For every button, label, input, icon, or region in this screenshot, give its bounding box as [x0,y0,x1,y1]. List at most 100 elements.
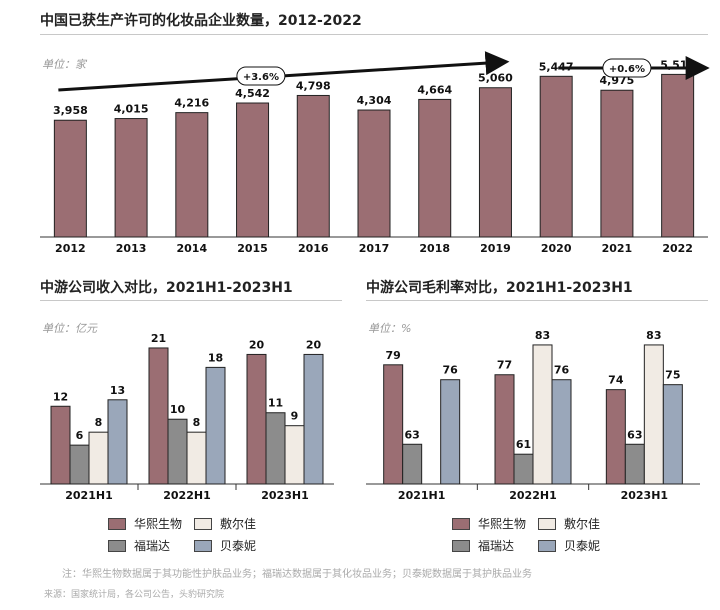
data-label: 76 [443,364,459,377]
bar [303,353,324,485]
legend-item-fulida: 福瑞达 [108,537,170,554]
growth-badge [602,58,652,78]
revenue-title-rule [40,300,342,301]
data-label: 4,015 [114,103,149,116]
bar [107,399,128,485]
bar [50,405,71,485]
tick-label: 2022 [662,242,693,255]
legend-label: 华熙生物 [134,517,183,531]
legend-item-aierjia: 敷尔佳 [538,515,600,532]
bar [246,353,267,485]
legend-swatch-huaxi [452,517,470,530]
data-label: 12 [53,390,68,403]
bar [167,418,188,485]
tick-label: 2019 [480,242,511,255]
data-label: 21 [151,332,166,345]
tick-label: 2022H1 [163,489,210,502]
tick-label: 2014 [177,242,208,255]
data-label: 76 [554,364,570,377]
legend-label: 敷尔佳 [220,517,257,531]
data-label: 5,060 [478,72,513,85]
data-label: 9 [291,410,299,423]
legend-label: 贝泰妮 [564,539,601,553]
bar [114,118,148,238]
tick-label: 2018 [419,242,450,255]
tick-label: 2012 [55,242,86,255]
legend-swatch-aierjia [538,517,556,530]
margin-chart-unit: 单位：% [368,322,412,335]
data-label: 63 [627,428,642,441]
growth-label: +3.6% [243,72,279,83]
top-title-rule [40,34,708,35]
bar [175,112,209,238]
bar [69,444,90,485]
data-label: 3,958 [53,104,88,117]
legend-swatch-beitaini [538,539,556,552]
data-label: 83 [535,329,550,342]
bar [494,374,515,485]
data-label: 20 [306,338,322,351]
bar [284,425,305,485]
bar [186,431,207,485]
bar [624,443,645,485]
data-label: 61 [516,438,531,451]
top-chart-unit: 单位：家 [42,58,86,71]
bar [532,344,553,485]
revenue-chart-unit: 单位：亿元 [42,322,97,335]
bar [478,87,512,238]
bar [402,443,423,485]
bar [296,94,330,238]
data-label: 5,447 [539,60,574,73]
data-label: 83 [646,329,661,342]
bar [643,344,664,485]
bar [205,366,226,485]
bar [88,431,109,485]
legend-label: 华熙生物 [478,517,527,531]
bar [148,347,169,485]
data-label: 11 [268,397,283,410]
tick-label: 2021 [602,242,633,255]
data-label: 77 [497,359,512,372]
tick-label: 2021H1 [398,489,445,502]
tick-label: 2023H1 [261,489,308,502]
data-label: 8 [95,416,103,429]
legend-swatch-beitaini [194,539,212,552]
legend-swatch-aierjia [194,517,212,530]
bar [662,384,683,485]
tick-label: 2020 [541,242,572,255]
margin-title-rule [366,300,708,301]
data-label: 63 [405,428,420,441]
bar [265,412,286,485]
data-label: 10 [170,403,186,416]
legend-label: 福瑞达 [478,539,515,553]
top-chart-title: 中国已获生产许可的化妆品企业数量，2012-2022 [40,13,362,29]
bar [383,364,404,485]
growth-label: +0.6% [609,64,645,75]
data-label: 4,304 [357,94,392,107]
data-label: 4,542 [235,87,270,100]
legend-item-huaxi: 华熙生物 [108,515,182,532]
revenue-chart-title: 中游公司收入对比，2021H1-2023H1 [40,280,293,296]
data-label: 4,216 [174,97,209,110]
bar [539,75,573,238]
data-label: 13 [110,384,125,397]
bar [357,109,391,238]
bar [513,453,534,485]
bar [600,89,634,238]
tick-label: 2021H1 [65,489,112,502]
data-label: 79 [386,349,401,362]
legend-swatch-fulida [108,539,126,552]
bar [53,119,87,238]
data-label: 18 [208,351,223,364]
bar [661,73,695,238]
bar [440,379,461,485]
legend-label: 福瑞达 [134,539,171,553]
legend-swatch-fulida [452,539,470,552]
tick-label: 2023H1 [621,489,668,502]
data-label: 75 [665,369,680,382]
data-label: 4,798 [296,79,331,92]
bar [236,102,270,238]
source-note: 来源：国家统计局，各公司公告，头豹研究院 [44,590,225,600]
bar [551,379,572,485]
